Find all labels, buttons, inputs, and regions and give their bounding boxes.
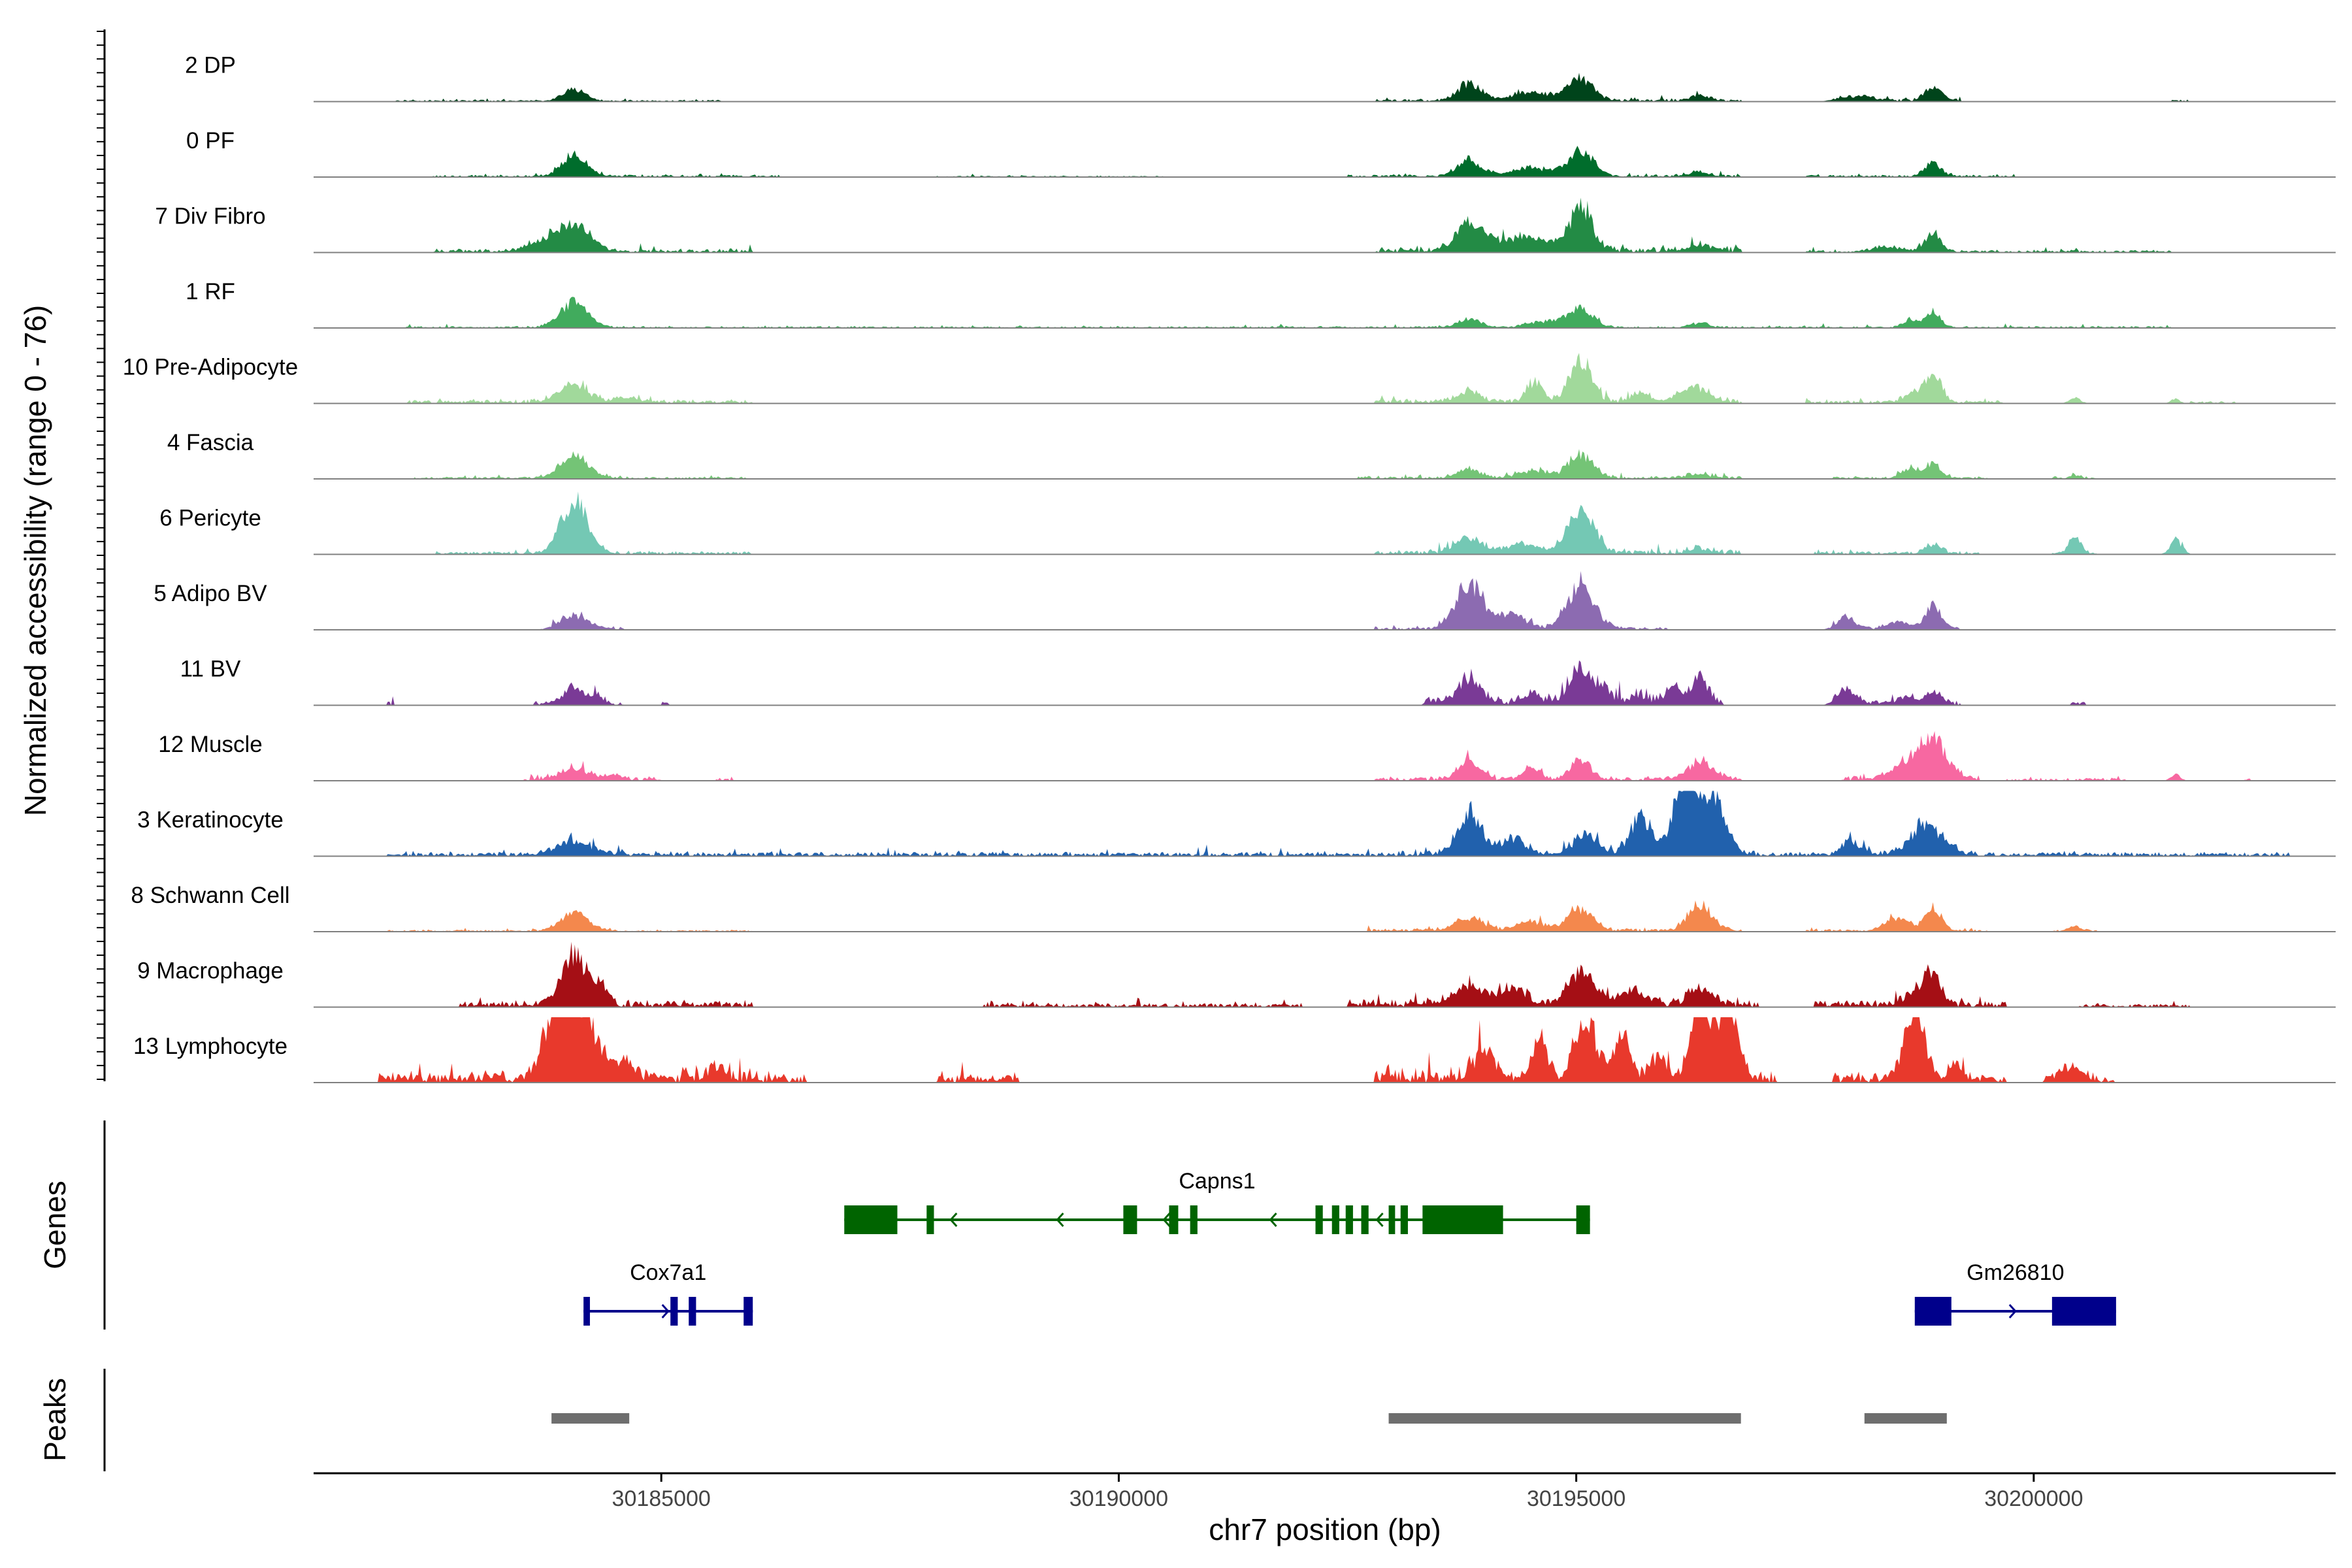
exon (743, 1297, 753, 1326)
y-axis-title: Normalized accessibility (range 0 - 76) (18, 305, 52, 816)
track-5: 10 Pre-Adipocyte (123, 353, 2336, 404)
track-label: 8 Schwann Cell (131, 883, 289, 908)
gene-label: Capns1 (1179, 1169, 1255, 1194)
genes-panel: Genes Capns1 Cox7a1 Gm26810 (38, 1120, 2116, 1330)
coverage-area (314, 449, 2336, 479)
track-7: 6 Pericyte (159, 491, 2336, 555)
exon (2051, 1297, 2116, 1326)
track-12: 8 Schwann Cell (131, 883, 2336, 932)
gene-label: Gm26810 (1967, 1260, 2064, 1285)
track-2: 0 PF (186, 128, 2336, 178)
exon (670, 1297, 678, 1326)
exon (1422, 1205, 1503, 1234)
genes-panel-title: Genes (38, 1181, 72, 1269)
coverage-area (314, 491, 2336, 555)
coverage-area (314, 353, 2336, 404)
track-14: 13 Lymphocyte (133, 1017, 2336, 1083)
strand-arrow (2008, 1303, 2017, 1319)
coverage-area (314, 791, 2336, 857)
strand-arrow (1375, 1212, 1384, 1228)
exon (1576, 1205, 1590, 1234)
peaks-panel-title: Peaks (38, 1378, 72, 1462)
coverage-area (314, 1017, 2336, 1083)
track-label: 12 Muscle (158, 732, 263, 757)
track-label: 5 Adipo BV (154, 581, 267, 606)
track-label: 6 Pericyte (159, 506, 261, 531)
strand-arrow (1269, 1212, 1277, 1228)
peak-region (1864, 1413, 1947, 1424)
exon (926, 1205, 934, 1234)
track-label: 9 Macrophage (137, 958, 284, 984)
coverage-area (314, 941, 2336, 1007)
gene-capns1: Capns1 (844, 1169, 1590, 1234)
x-tick-label: 30185000 (612, 1486, 711, 1511)
x-axis: 30185000 30190000 30195000 30200000 (314, 1472, 2336, 1511)
track-label: 0 PF (186, 128, 235, 154)
track-label: 11 BV (180, 657, 241, 682)
exon (1400, 1205, 1408, 1234)
track-10: 12 Muscle (158, 731, 2336, 781)
exon (1331, 1205, 1339, 1234)
exon (1315, 1205, 1323, 1234)
coverage-area (314, 731, 2336, 781)
track-4: 1 RF (186, 279, 2336, 329)
track-1: 2 DP (185, 53, 2336, 103)
exon (1190, 1205, 1198, 1234)
track-label: 13 Lymphocyte (133, 1034, 287, 1059)
coverage-area (314, 146, 2336, 177)
track-6: 4 Fascia (167, 430, 2336, 480)
exon (1361, 1205, 1369, 1234)
track-9: 11 BV (180, 657, 2336, 706)
coverage-area (314, 660, 2336, 706)
strand-arrow (949, 1212, 958, 1228)
coverage-area (314, 900, 2336, 932)
peaks-panel: Peaks (38, 1369, 1947, 1471)
exon (1914, 1297, 1952, 1326)
track-label: 2 DP (185, 53, 236, 78)
exon (689, 1297, 696, 1326)
gene-label: Cox7a1 (630, 1260, 706, 1285)
track-3: 7 Div Fibro (155, 197, 2336, 253)
track-8: 5 Adipo BV (154, 571, 2336, 630)
track-13: 9 Macrophage (137, 941, 2336, 1008)
track-label: 4 Fascia (167, 430, 254, 455)
x-tick-label: 30195000 (1527, 1486, 1625, 1511)
coverage-area (314, 571, 2336, 630)
exon (583, 1297, 590, 1326)
coverage-area (314, 73, 2336, 102)
gene-gm26810: Gm26810 (1914, 1260, 2116, 1326)
x-tick-label: 30190000 (1070, 1486, 1168, 1511)
coverage-area (314, 197, 2336, 253)
track-label: 3 Keratinocyte (137, 808, 284, 833)
peak-region (1388, 1413, 1741, 1424)
coverage-area (314, 297, 2336, 328)
track-11: 3 Keratinocyte (137, 791, 2336, 857)
strand-arrow (1056, 1212, 1064, 1228)
track-label: 7 Div Fibro (155, 204, 265, 229)
peak-region (551, 1413, 630, 1424)
tracks: 2 DP 0 PF 7 Div Fibro 1 RF 10 Pre-Adipocyte 4… (123, 53, 2336, 1083)
exon (1388, 1205, 1396, 1234)
x-axis-title: chr7 position (bp) (1209, 1512, 1441, 1546)
track-label: 10 Pre-Adipocyte (123, 355, 298, 380)
gene-cox7a1: Cox7a1 (583, 1260, 753, 1326)
exon (1169, 1205, 1179, 1234)
strand-arrow (661, 1303, 670, 1319)
exon (1123, 1205, 1137, 1234)
exon (844, 1205, 898, 1234)
left-axis (97, 29, 106, 1081)
x-tick-label: 30200000 (1984, 1486, 2083, 1511)
strand-arrow (1162, 1212, 1171, 1228)
exon (1345, 1205, 1353, 1234)
track-label: 1 RF (186, 279, 235, 304)
